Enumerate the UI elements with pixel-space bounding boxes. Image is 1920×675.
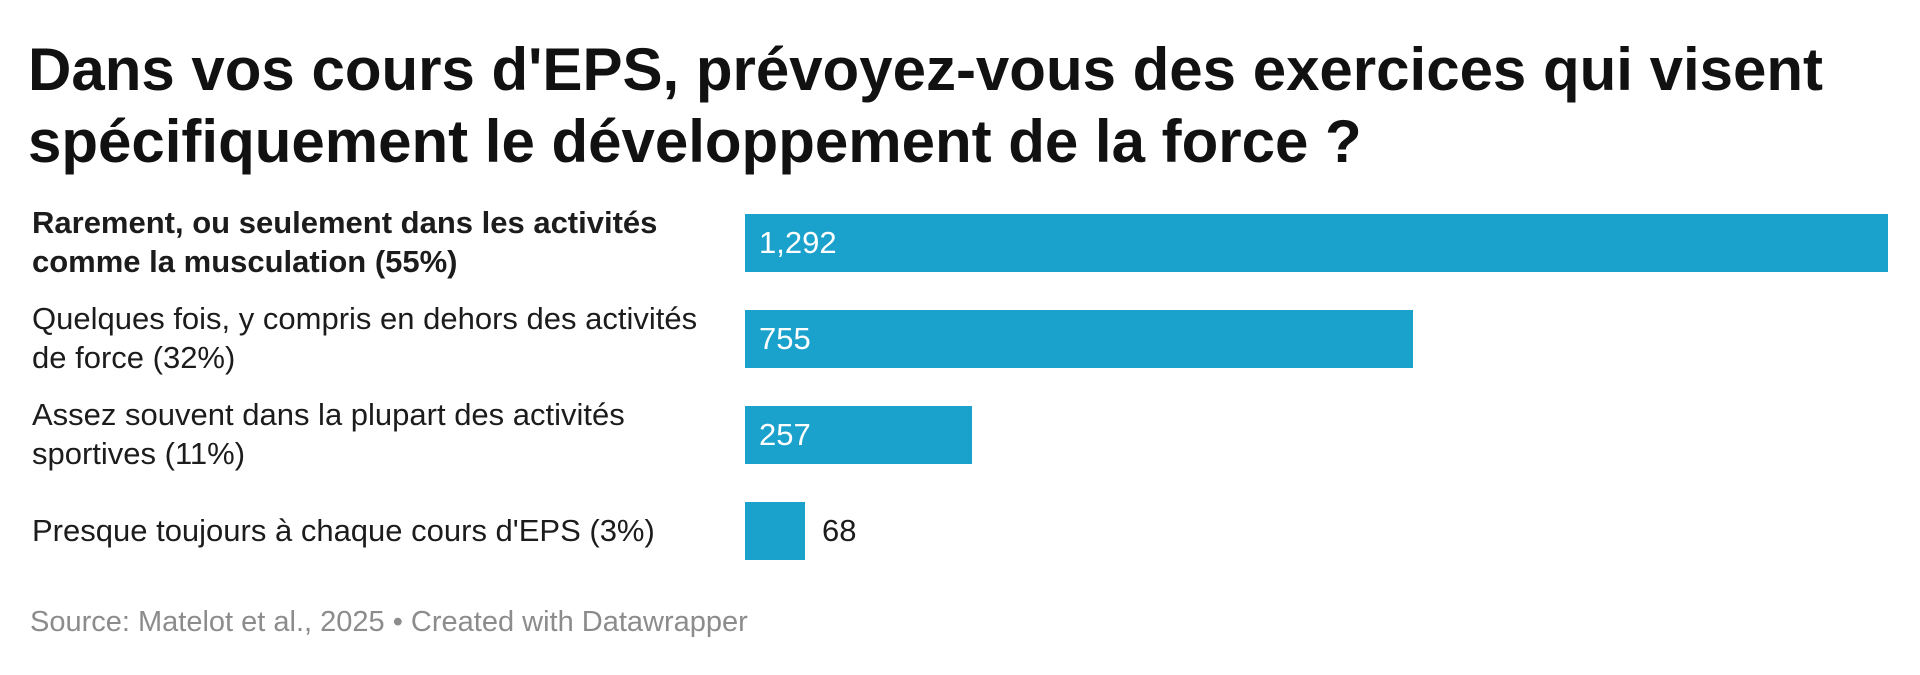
chart-title: Dans vos cours d'EPS, prévoyez-vous des …: [28, 36, 1824, 175]
category-label: Assez souvent dans la plupart des activi…: [32, 397, 625, 471]
value-label: 68: [822, 513, 857, 548]
category-label: Presque toujours à chaque cours d'EPS (3…: [32, 512, 655, 548]
category-label: Rarement, ou seulement dans les activité…: [32, 205, 658, 279]
bar: [745, 406, 972, 464]
source-footer: Source: Matelot et al., 2025 • Created w…: [30, 606, 748, 638]
bar-chart: Rarement, ou seulement dans les activité…: [0, 200, 1920, 560]
bar-row: Presque toujours à chaque cours d'EPS (3…: [0, 488, 1920, 572]
value-label: 257: [759, 417, 811, 452]
category-label: Quelques fois, y compris en dehors des a…: [32, 301, 698, 375]
bar: [745, 310, 1413, 368]
bar-row: Rarement, ou seulement dans les activité…: [0, 200, 1920, 284]
bar-row: Assez souvent dans la plupart des activi…: [0, 392, 1920, 476]
value-label: 755: [759, 321, 811, 356]
bar: [745, 214, 1888, 272]
value-label: 1,292: [759, 225, 837, 260]
bar-row: Quelques fois, y compris en dehors des a…: [0, 296, 1920, 380]
bar: [745, 502, 805, 560]
